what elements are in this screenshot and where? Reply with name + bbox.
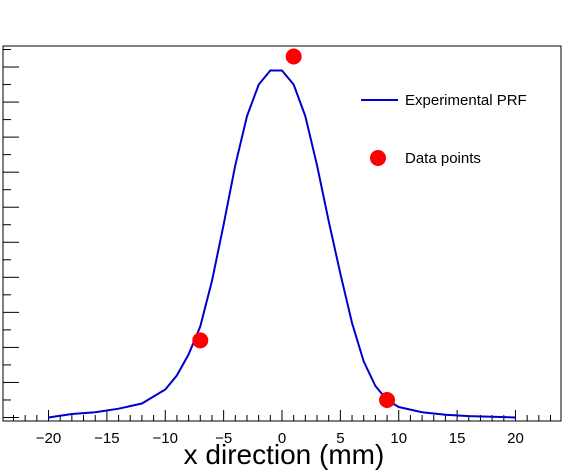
x-axis-title: x direction (mm) [184, 439, 385, 470]
x-tick-label: −20 [36, 430, 61, 447]
x-tick-label: −10 [153, 430, 178, 447]
data-point [379, 391, 396, 408]
x-tick-label: 20 [507, 430, 524, 447]
x-tick-label: 5 [336, 430, 344, 447]
x-tick-label: 0 [278, 430, 286, 447]
scatter-points [192, 48, 396, 408]
y-axis-ticks [3, 49, 19, 418]
x-tick-label: 15 [449, 430, 466, 447]
series-line-experimental-prf [48, 69, 516, 419]
legend-label-data-points: Data points [405, 150, 481, 167]
data-point [285, 48, 302, 65]
x-axis-tick-labels: −20 −15 −10 −5 0 5 10 15 20 [36, 430, 524, 447]
x-tick-label: −5 [215, 430, 232, 447]
x-tick-label: 10 [390, 430, 407, 447]
x-axis-ticks [13, 410, 551, 421]
legend: Experimental PRF Data points [361, 92, 527, 167]
legend-label-experimental-prf: Experimental PRF [405, 92, 527, 109]
x-tick-label: −15 [94, 430, 119, 447]
legend-marker-swatch [370, 150, 386, 166]
data-point [192, 332, 209, 349]
